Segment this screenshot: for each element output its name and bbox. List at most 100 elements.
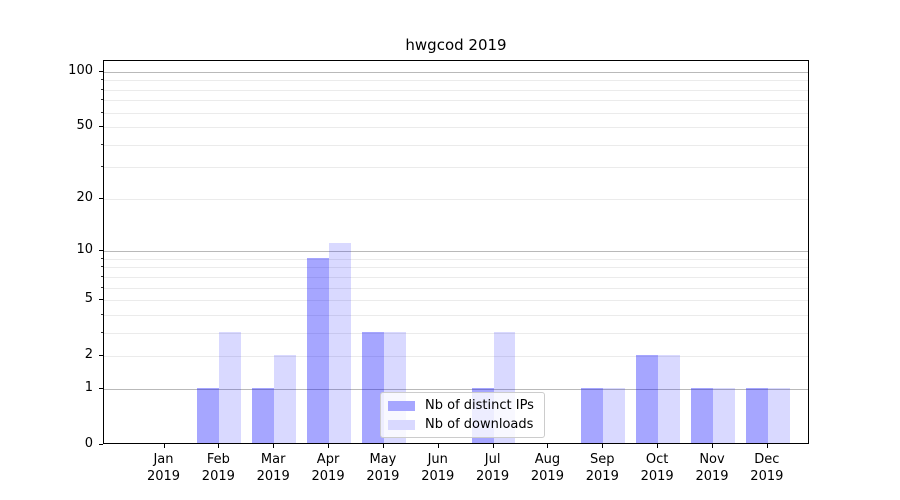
minor-gridline (104, 258, 808, 260)
x-tick-label: Dec 2019 (735, 451, 799, 485)
x-tick-mark (492, 444, 494, 448)
y-tick-label: 0 (84, 436, 93, 451)
minor-gridline (104, 144, 808, 146)
minor-gridline (104, 100, 808, 102)
x-tick-year: 2019 (256, 469, 290, 484)
x-tick-year: 2019 (750, 469, 784, 484)
bar (745, 387, 768, 443)
bar (329, 243, 351, 443)
y-tick-label: 2 (84, 347, 93, 363)
chart-title: hwgcod 2019 (405, 36, 507, 54)
bar (197, 387, 220, 443)
bar (219, 331, 242, 443)
y-minor-tick-mark (101, 331, 103, 333)
minor-gridline (104, 314, 808, 316)
y-tick-mark (99, 197, 103, 199)
tick-gridline (104, 127, 808, 129)
tick-gridline (104, 198, 808, 200)
x-tick-label: Jan 2019 (132, 451, 196, 485)
y-minor-tick-mark (101, 143, 103, 145)
x-tick-year: 2019 (640, 469, 674, 484)
x-tick-mark (328, 444, 330, 448)
legend-label-distinct-ips: Nb of distinct IPs (425, 398, 534, 413)
y-tick-mark (99, 70, 103, 72)
x-tick-label: Mar 2019 (241, 451, 305, 485)
legend-swatch-distinct-ips (388, 400, 415, 411)
minor-gridline (104, 112, 808, 114)
x-tick-month: Sep (590, 452, 615, 467)
minor-gridline (104, 276, 808, 278)
y-minor-tick-mark (101, 275, 103, 277)
x-tick-mark (437, 444, 439, 448)
x-tick-mark (766, 444, 768, 448)
x-tick-mark (657, 444, 659, 448)
y-tick-mark (99, 299, 103, 301)
x-tick-mark (712, 444, 713, 448)
x-tick-year: 2019 (585, 469, 619, 484)
y-minor-tick-mark (101, 313, 103, 315)
tick-gridline (104, 300, 808, 302)
y-minor-tick-mark (101, 257, 103, 259)
bar (691, 387, 713, 443)
x-tick-year: 2019 (530, 469, 564, 484)
bar (362, 331, 384, 443)
y-tick-label: 50 (76, 118, 93, 134)
bar (658, 355, 681, 443)
x-tick-year: 2019 (476, 469, 510, 484)
minor-gridline (104, 89, 808, 91)
major-gridline (104, 71, 808, 73)
x-tick-label: Oct 2019 (625, 451, 689, 485)
y-tick-mark (99, 444, 103, 445)
y-minor-tick-mark (101, 111, 103, 113)
y-tick-label: 1 (84, 379, 93, 395)
y-minor-tick-mark (101, 79, 103, 81)
bar (713, 387, 735, 443)
x-tick-label: Jul 2019 (461, 451, 525, 485)
y-tick-label: 100 (68, 62, 93, 78)
plot-area (103, 60, 809, 444)
x-tick-month: Dec (754, 452, 780, 467)
x-tick-month: Feb (206, 452, 230, 467)
bar (252, 387, 275, 443)
legend-swatch-downloads (388, 419, 415, 430)
y-minor-tick-mark (101, 99, 103, 101)
x-tick-month: Nov (699, 452, 725, 467)
x-tick-mark (547, 444, 549, 448)
minor-gridline (104, 332, 808, 334)
x-tick-month: Jan (153, 452, 174, 467)
x-tick-year: 2019 (146, 469, 181, 484)
x-tick-month: Apr (316, 452, 340, 467)
x-tick-month: Mar (260, 452, 286, 467)
x-tick-year: 2019 (695, 469, 729, 484)
bar (767, 387, 790, 443)
bar (603, 387, 626, 443)
y-tick-label: 10 (76, 242, 93, 258)
x-tick-mark (602, 444, 604, 448)
x-tick-year: 2019 (421, 469, 455, 484)
major-gridline (104, 251, 808, 253)
minor-gridline (104, 267, 808, 269)
legend-item-downloads: Nb of downloads (388, 417, 544, 432)
x-tick-label: May 2019 (351, 451, 415, 485)
y-tick-label: 20 (76, 189, 93, 205)
y-minor-tick-mark (101, 286, 103, 288)
y-tick-label: 5 (84, 291, 93, 307)
bar (581, 387, 604, 443)
x-tick-mark (218, 444, 220, 448)
major-gridline (104, 388, 808, 390)
tick-gridline (104, 356, 808, 358)
x-tick-month: Oct (645, 452, 669, 467)
x-tick-label: Jun 2019 (406, 451, 470, 485)
minor-gridline (104, 287, 808, 289)
y-tick-mark (99, 250, 103, 252)
legend-label-downloads: Nb of downloads (425, 417, 534, 432)
y-minor-tick-mark (101, 266, 103, 268)
x-tick-month: May (369, 452, 397, 467)
x-tick-label: Feb 2019 (186, 451, 250, 485)
minor-gridline (104, 167, 808, 169)
x-tick-label: Aug 2019 (515, 451, 579, 485)
bar (636, 355, 659, 443)
x-tick-label: Apr 2019 (296, 451, 360, 485)
x-tick-month: Jul (484, 452, 501, 467)
